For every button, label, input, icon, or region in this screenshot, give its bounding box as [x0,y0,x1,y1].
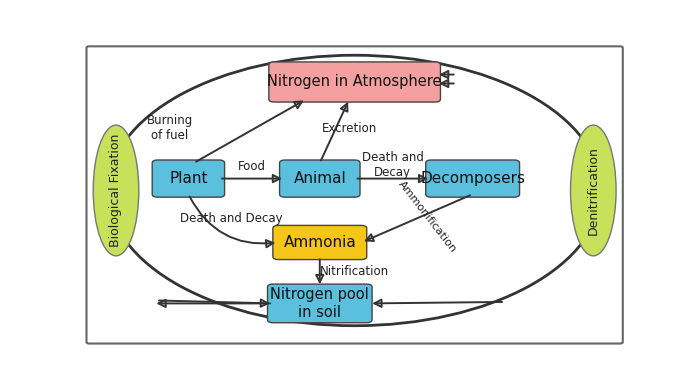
FancyBboxPatch shape [152,160,225,197]
Ellipse shape [93,125,139,256]
Text: Food: Food [238,160,266,173]
Text: Plant: Plant [169,171,208,186]
Text: Nitrogen pool
in soil: Nitrogen pool in soil [271,287,369,320]
Ellipse shape [570,125,616,256]
FancyBboxPatch shape [268,62,440,102]
Text: Biological Fixation: Biological Fixation [109,134,122,247]
Text: Nitrification: Nitrification [320,265,389,278]
Text: Burning
of fuel: Burning of fuel [147,114,193,142]
Text: Ammonification: Ammonification [396,179,458,255]
Text: Death and
Decay: Death and Decay [362,151,424,179]
FancyBboxPatch shape [426,160,520,197]
Text: Death and Decay: Death and Decay [180,212,282,225]
Text: Ammonia: Ammonia [284,235,356,250]
FancyBboxPatch shape [86,46,623,344]
Text: Nitrogen in Atmosphere: Nitrogen in Atmosphere [267,74,442,90]
FancyBboxPatch shape [280,160,360,197]
Text: Animal: Animal [293,171,346,186]
FancyBboxPatch shape [268,284,372,323]
FancyBboxPatch shape [273,225,367,259]
Text: Decomposers: Decomposers [420,171,525,186]
Text: Excretion: Excretion [322,122,377,135]
Text: Denitrification: Denitrification [587,146,600,235]
